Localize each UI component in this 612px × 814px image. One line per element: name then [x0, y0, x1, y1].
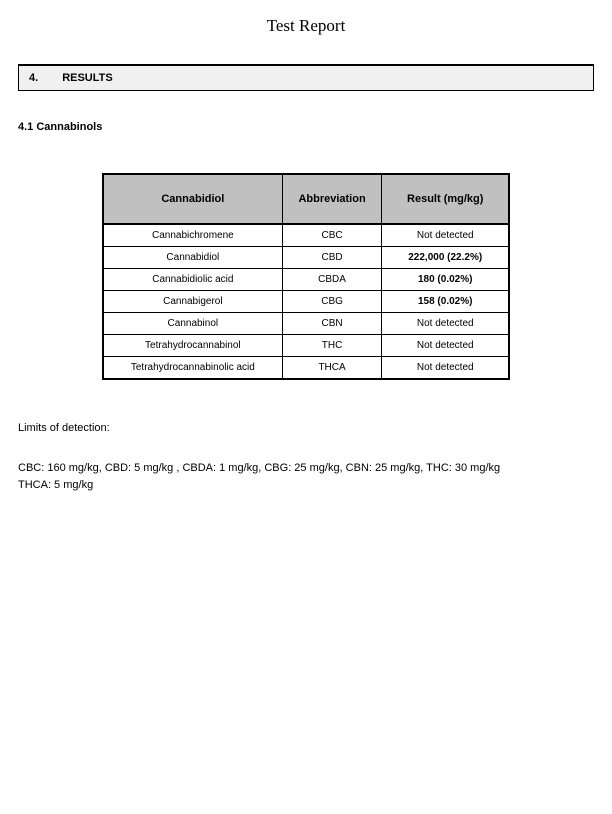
- table-row: TetrahydrocannabinolTHCNot detected: [103, 335, 509, 357]
- table-row: CannabinolCBNNot detected: [103, 313, 509, 335]
- table-row: CannabichromeneCBCNot detected: [103, 224, 509, 247]
- cell-result: Not detected: [382, 313, 509, 335]
- section-title: RESULTS: [62, 72, 113, 84]
- cell-result: Not detected: [382, 335, 509, 357]
- table-row: Tetrahydrocannabinolic acidTHCANot detec…: [103, 357, 509, 380]
- cell-name: Tetrahydrocannabinol: [103, 335, 282, 357]
- col-header-name: Cannabidiol: [103, 174, 282, 224]
- table-row: CannabidiolCBD222,000 (22.2%): [103, 247, 509, 269]
- cell-name: Cannabigerol: [103, 291, 282, 313]
- cell-abbr: CBDA: [282, 269, 382, 291]
- cell-result: Not detected: [382, 224, 509, 247]
- col-header-result: Result (mg/kg): [382, 174, 509, 224]
- subsection-heading: 4.1 Cannabinols: [18, 121, 594, 133]
- cell-name: Cannabinol: [103, 313, 282, 335]
- limits-detail: CBC: 160 mg/kg, CBD: 5 mg/kg , CBDA: 1 m…: [18, 460, 594, 495]
- cell-name: Cannabidiolic acid: [103, 269, 282, 291]
- table-header-row: Cannabidiol Abbreviation Result (mg/kg): [103, 174, 509, 224]
- cell-name: Cannabichromene: [103, 224, 282, 247]
- cell-abbr: THC: [282, 335, 382, 357]
- cell-name: Cannabidiol: [103, 247, 282, 269]
- cell-abbr: CBC: [282, 224, 382, 247]
- cell-abbr: CBD: [282, 247, 382, 269]
- limits-line2: THCA: 5 mg/kg: [18, 479, 93, 491]
- limits-line1: CBC: 160 mg/kg, CBD: 5 mg/kg , CBDA: 1 m…: [18, 462, 500, 474]
- limits-heading: Limits of detection:: [18, 420, 594, 438]
- cell-abbr: CBG: [282, 291, 382, 313]
- page-title: Test Report: [0, 16, 612, 36]
- section-header: 4. RESULTS: [18, 64, 594, 91]
- cell-result: 222,000 (22.2%): [382, 247, 509, 269]
- cell-result: Not detected: [382, 357, 509, 380]
- cell-result: 158 (0.02%): [382, 291, 509, 313]
- cell-abbr: CBN: [282, 313, 382, 335]
- table-row: Cannabidiolic acidCBDA180 (0.02%): [103, 269, 509, 291]
- cannabinol-table: Cannabidiol Abbreviation Result (mg/kg) …: [102, 173, 510, 380]
- cell-name: Tetrahydrocannabinolic acid: [103, 357, 282, 380]
- table-row: CannabigerolCBG158 (0.02%): [103, 291, 509, 313]
- col-header-abbr: Abbreviation: [282, 174, 382, 224]
- section-number: 4.: [29, 72, 38, 84]
- cell-result: 180 (0.02%): [382, 269, 509, 291]
- cell-abbr: THCA: [282, 357, 382, 380]
